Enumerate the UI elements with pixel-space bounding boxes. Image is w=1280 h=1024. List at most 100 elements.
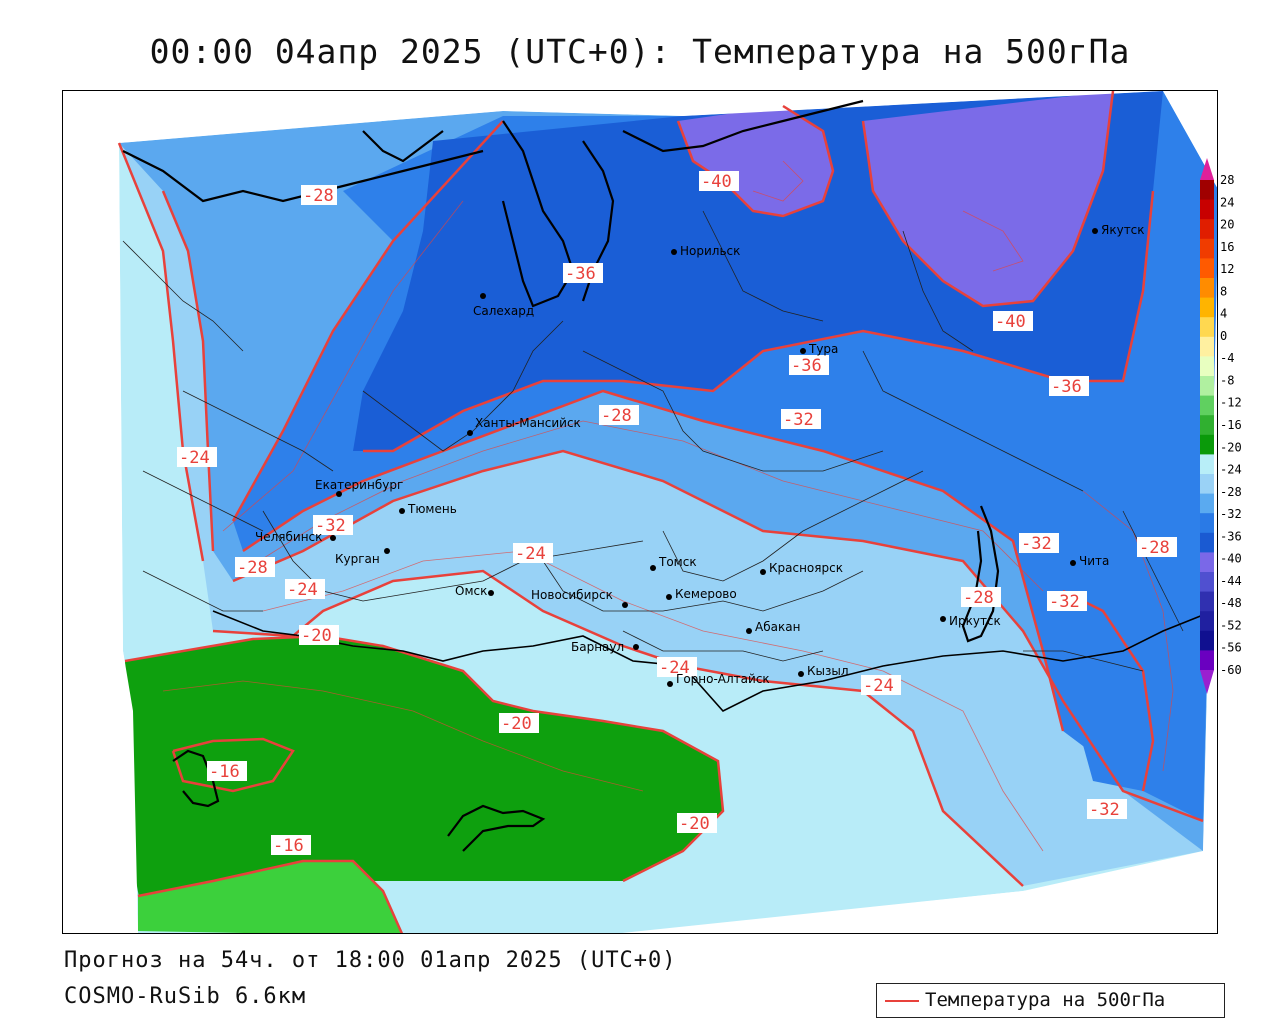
isotherm-minus-36 bbox=[363, 190, 1155, 453]
isotherm-minus-24 bbox=[212, 569, 1024, 887]
colorbar-swatch bbox=[1200, 376, 1214, 397]
isotherm-minus-40-east bbox=[861, 91, 1115, 308]
svg-text:-40: -40 bbox=[995, 312, 1026, 332]
colorbar-swatch bbox=[1200, 199, 1214, 220]
legend-label: Температура на 500гПа bbox=[925, 989, 1166, 1011]
city-marker[interactable]: Горно-Алтайск bbox=[667, 672, 770, 687]
isotherm-label: -32 bbox=[1019, 533, 1059, 554]
isotherm-minus-28-south bbox=[232, 449, 1204, 823]
city-marker[interactable]: Томск bbox=[650, 555, 697, 571]
field-minus-40-north bbox=[678, 106, 833, 216]
colorbar-swatch bbox=[1200, 219, 1214, 240]
colorbar-swatch bbox=[1200, 297, 1214, 318]
colorbar-swatch bbox=[1200, 532, 1214, 553]
colorbar-swatch bbox=[1200, 454, 1214, 475]
isotherm-label: -28 bbox=[301, 185, 337, 206]
city-marker[interactable]: Якутск bbox=[1092, 223, 1145, 237]
colorbar-swatch bbox=[1200, 238, 1214, 259]
city-marker[interactable]: Екатеринбург bbox=[315, 478, 403, 497]
colorbar-tick-label: -60 bbox=[1220, 663, 1242, 677]
city-marker[interactable]: Курган bbox=[335, 548, 390, 566]
colorbar-swatch bbox=[1200, 650, 1214, 671]
map-panel[interactable]: -28 -40 -36 -40 -36 -36 -28 -32 -24 -32 … bbox=[62, 90, 1218, 934]
city-marker[interactable]: Абакан bbox=[746, 620, 800, 634]
svg-text:-40: -40 bbox=[701, 172, 732, 192]
isotherm-label: -40 bbox=[993, 311, 1033, 332]
svg-text:Норильск: Норильск bbox=[680, 244, 740, 258]
isotherm-label: -24 bbox=[177, 447, 217, 468]
isotherm-label: -32 bbox=[313, 515, 353, 536]
city-marker[interactable]: Новосибирск bbox=[531, 588, 628, 608]
city-marker[interactable]: Кемерово bbox=[666, 587, 737, 601]
city-marker[interactable]: Салехард bbox=[473, 293, 534, 318]
colorbar-swatch bbox=[1200, 434, 1214, 455]
city-marker[interactable]: Ханты-Мансийск bbox=[467, 416, 581, 436]
city-marker[interactable]: Чита bbox=[1070, 554, 1109, 568]
lake-baikal bbox=[961, 505, 1000, 643]
colorbar-tick-label: -56 bbox=[1220, 641, 1242, 655]
svg-text:-32: -32 bbox=[1021, 534, 1052, 554]
isotherm-label: -28 bbox=[599, 405, 639, 426]
isotherm-minus-16 bbox=[137, 859, 404, 933]
kara-islands bbox=[362, 130, 444, 163]
isotherms-minor bbox=[162, 160, 1174, 852]
city-marker[interactable]: Норильск bbox=[671, 244, 740, 258]
svg-text:Екатеринбург: Екатеринбург bbox=[315, 478, 403, 492]
colorbar-swatch bbox=[1200, 395, 1214, 416]
lake-balkhash bbox=[447, 804, 546, 852]
colorbar: 28 24 20 16 12 8 4 0 -4 -8 -12 -16 -20 -24 -28 -32 -36 -4… bbox=[1200, 158, 1242, 694]
svg-text:-32: -32 bbox=[1049, 592, 1080, 612]
isotherm-minus-24-west bbox=[117, 142, 205, 562]
aral-sea bbox=[172, 749, 220, 808]
colorbar-tick-label: 0 bbox=[1220, 329, 1227, 343]
svg-text:-20: -20 bbox=[301, 626, 332, 646]
isotherm-minus-40 bbox=[676, 104, 835, 218]
colorbar-tick-label: 24 bbox=[1220, 195, 1234, 209]
city-marker[interactable]: Тюмень bbox=[399, 502, 457, 516]
isotherm-label: -36 bbox=[563, 263, 603, 284]
city-marker[interactable]: Тура bbox=[800, 342, 838, 356]
colorbar-tick-label: -52 bbox=[1220, 618, 1242, 632]
colorbar-swatch bbox=[1200, 552, 1214, 573]
svg-text:-24: -24 bbox=[659, 658, 690, 678]
isotherm-label: -24 bbox=[285, 579, 325, 600]
colorbar-tick-label: 4 bbox=[1220, 307, 1227, 321]
colorbar-swatch bbox=[1200, 474, 1214, 495]
colorbar-tick-label: 28 bbox=[1220, 173, 1234, 187]
isotherm-label: -16 bbox=[271, 835, 311, 856]
svg-text:-28: -28 bbox=[303, 186, 334, 206]
svg-text:-32: -32 bbox=[315, 516, 346, 536]
colorbar-tick-label: -44 bbox=[1220, 574, 1242, 588]
city-marker[interactable]: Кызыл bbox=[798, 664, 849, 678]
colorbar-swatch bbox=[1200, 513, 1214, 534]
isotherm-label: -28 bbox=[235, 557, 275, 578]
svg-text:Томск: Томск bbox=[658, 555, 697, 569]
city-marker[interactable]: Челябинск bbox=[255, 530, 336, 544]
svg-text:-16: -16 bbox=[273, 836, 304, 856]
legend: Температура на 500гПа bbox=[876, 983, 1225, 1018]
colorbar-swatch bbox=[1200, 336, 1214, 357]
cities: Норильск Якутск Салехард Тура Ханты-Манс… bbox=[255, 223, 1145, 687]
isotherm-label: -40 bbox=[699, 171, 739, 192]
colorbar-tick-label: -16 bbox=[1220, 418, 1242, 432]
isotherm-label: -36 bbox=[1049, 376, 1089, 397]
isotherm-labels: -28 -40 -36 -40 -36 -36 -28 -32 -24 -32 … bbox=[177, 171, 1177, 856]
svg-text:Красноярск: Красноярск bbox=[769, 561, 843, 575]
svg-text:-28: -28 bbox=[963, 588, 994, 608]
colorbar-tick-label: -32 bbox=[1220, 507, 1242, 521]
svg-text:Салехард: Салехард bbox=[473, 304, 534, 318]
svg-text:Абакан: Абакан bbox=[755, 620, 800, 634]
svg-text:-24: -24 bbox=[287, 580, 318, 600]
city-marker[interactable]: Барнаул bbox=[571, 640, 639, 654]
city-marker[interactable]: Красноярск bbox=[760, 561, 843, 575]
colorbar-swatch bbox=[1200, 611, 1214, 632]
isotherm-label: -20 bbox=[499, 713, 539, 734]
svg-text:-28: -28 bbox=[1139, 538, 1170, 558]
svg-text:Омск: Омск bbox=[455, 584, 487, 598]
svg-text:Кызыл: Кызыл bbox=[807, 664, 849, 678]
admin-borders bbox=[122, 210, 1184, 672]
isotherm-minus-16-west bbox=[171, 737, 295, 793]
svg-text:-24: -24 bbox=[179, 448, 210, 468]
city-marker[interactable]: Иркутск bbox=[940, 614, 1001, 628]
city-marker[interactable]: Омск bbox=[455, 584, 494, 598]
